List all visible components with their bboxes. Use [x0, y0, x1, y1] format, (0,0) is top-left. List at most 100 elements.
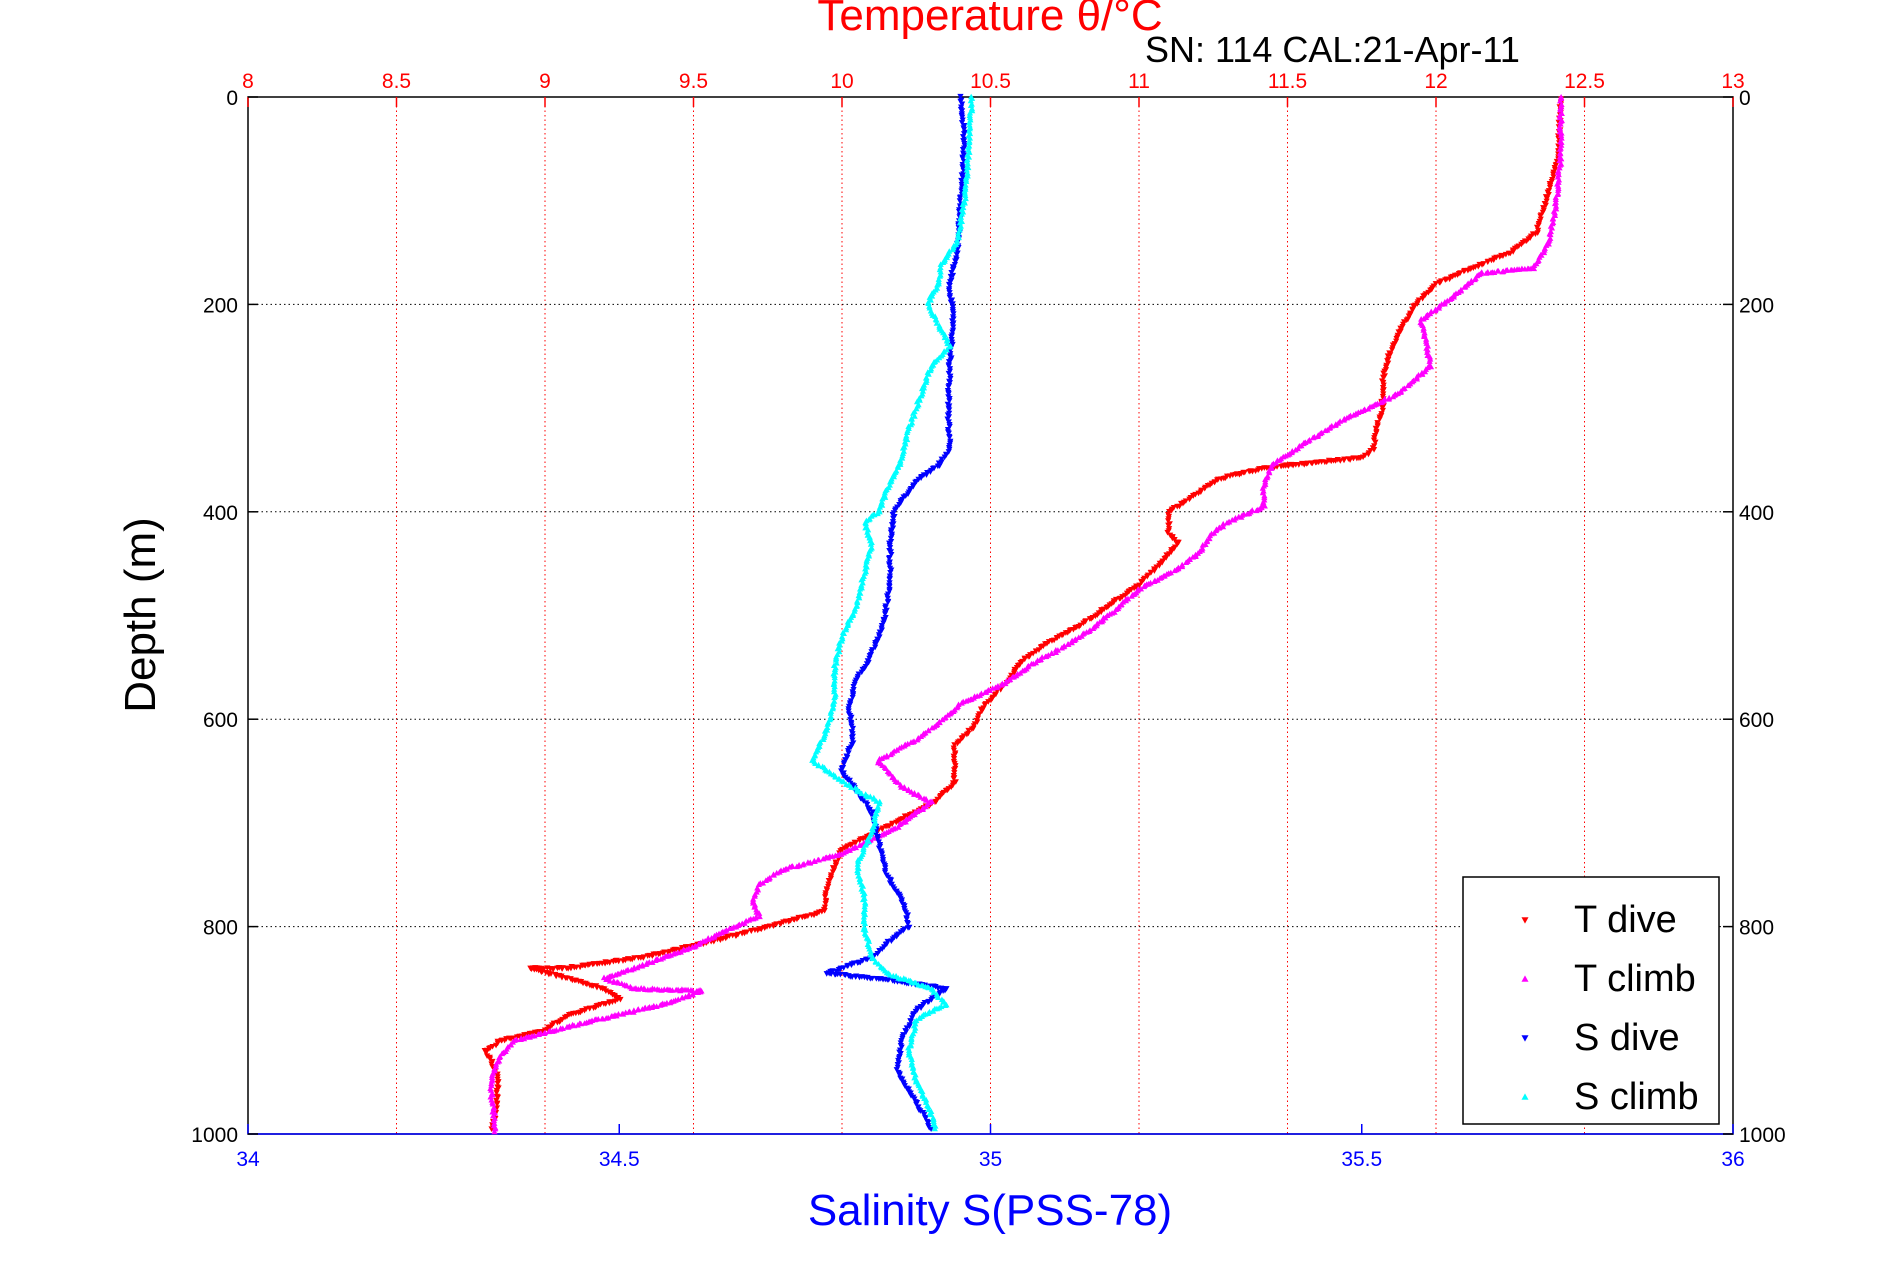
data-point	[957, 93, 964, 100]
data-point	[949, 267, 957, 273]
data-point	[948, 269, 955, 276]
data-point	[1322, 427, 1329, 434]
data-point	[489, 1058, 496, 1065]
data-point	[953, 251, 960, 258]
data-point	[882, 865, 889, 871]
data-point	[1389, 342, 1397, 349]
data-point	[1384, 353, 1391, 359]
data-point	[894, 464, 902, 470]
data-point	[1446, 296, 1454, 302]
data-point	[726, 925, 733, 932]
data-point	[812, 760, 819, 767]
data-point	[1499, 268, 1506, 275]
legend-marker	[1521, 1093, 1529, 1100]
data-point	[965, 727, 972, 734]
data-point	[840, 630, 848, 637]
data-point	[608, 1013, 615, 1019]
data-point	[1389, 347, 1396, 353]
data-point	[799, 861, 806, 868]
data-point	[606, 978, 614, 984]
data-point	[1182, 559, 1190, 566]
data-point	[1432, 307, 1439, 314]
y-left-tick-label: 400	[203, 502, 238, 525]
data-point	[517, 1036, 524, 1042]
data-point	[945, 449, 952, 455]
data-point	[1075, 634, 1082, 640]
legend-label-s-dive: S dive	[1574, 1017, 1680, 1059]
legend-label-t-climb: T climb	[1574, 958, 1696, 1000]
x-bottom-tick-label: 34	[236, 1148, 260, 1171]
data-point	[951, 742, 958, 748]
data-point	[904, 921, 911, 927]
x-bottom-tick-label: 36	[1721, 1148, 1744, 1171]
data-point	[1380, 379, 1387, 386]
data-point	[898, 1044, 905, 1051]
data-point	[912, 979, 919, 986]
data-point	[1413, 375, 1421, 382]
data-point	[881, 869, 889, 876]
y-right-tick-label: 1000	[1739, 1124, 1786, 1147]
y-axis-label: Depth (m)	[116, 517, 165, 713]
data-point	[928, 724, 936, 731]
data-point	[902, 1029, 910, 1035]
data-point	[958, 108, 966, 114]
data-point	[915, 1104, 922, 1110]
x-top-tick-label: 12	[1424, 70, 1447, 93]
data-point	[770, 872, 777, 878]
data-point	[929, 1008, 936, 1014]
data-point	[603, 1015, 610, 1021]
data-point	[1223, 519, 1231, 526]
data-point	[899, 1076, 906, 1083]
data-point	[949, 329, 956, 336]
data-point	[1178, 500, 1185, 507]
data-point	[1393, 335, 1400, 342]
data-point	[820, 736, 827, 742]
data-point	[949, 246, 956, 253]
legend: T dive T climb S dive S climb	[1462, 876, 1720, 1125]
data-point	[948, 337, 955, 343]
data-point	[941, 1002, 949, 1008]
data-point	[840, 761, 848, 767]
data-point	[958, 101, 966, 108]
data-point	[888, 522, 896, 528]
chart-subtitle: SN: 114 CAL:21-Apr-11	[1145, 29, 1520, 70]
data-point	[946, 434, 953, 441]
data-point	[959, 174, 966, 181]
data-point	[908, 1015, 916, 1021]
data-point	[946, 294, 953, 301]
data-point	[939, 716, 946, 723]
data-point	[884, 595, 891, 602]
data-point	[1164, 529, 1171, 536]
data-point	[931, 1125, 938, 1132]
data-point	[1178, 563, 1186, 570]
legend-label-t-dive: T dive	[1574, 899, 1677, 941]
data-point	[917, 794, 924, 800]
data-point	[945, 430, 952, 437]
data-point	[959, 114, 966, 121]
data-point	[842, 626, 850, 633]
data-point	[833, 968, 840, 975]
data-point	[895, 824, 902, 830]
data-point	[925, 1119, 932, 1126]
data-point	[1174, 541, 1181, 548]
data-point	[887, 535, 895, 542]
data-point	[739, 930, 746, 937]
data-point	[1052, 649, 1060, 655]
data-point	[1122, 597, 1130, 604]
data-point	[886, 562, 893, 569]
data-point	[1235, 513, 1242, 520]
x-bottom-tick-label: 34.5	[599, 1148, 640, 1171]
x-top-tick-label: 12.5	[1564, 70, 1605, 93]
data-point	[945, 391, 952, 397]
data-point	[1543, 195, 1550, 202]
data-point	[1340, 416, 1347, 423]
data-point	[535, 1031, 542, 1038]
data-point	[865, 838, 873, 845]
data-point	[982, 689, 989, 695]
data-point	[618, 980, 625, 987]
data-point	[948, 334, 955, 340]
data-point	[949, 301, 956, 307]
data-point	[946, 398, 953, 404]
data-point	[874, 510, 881, 517]
data-point	[1435, 305, 1443, 311]
